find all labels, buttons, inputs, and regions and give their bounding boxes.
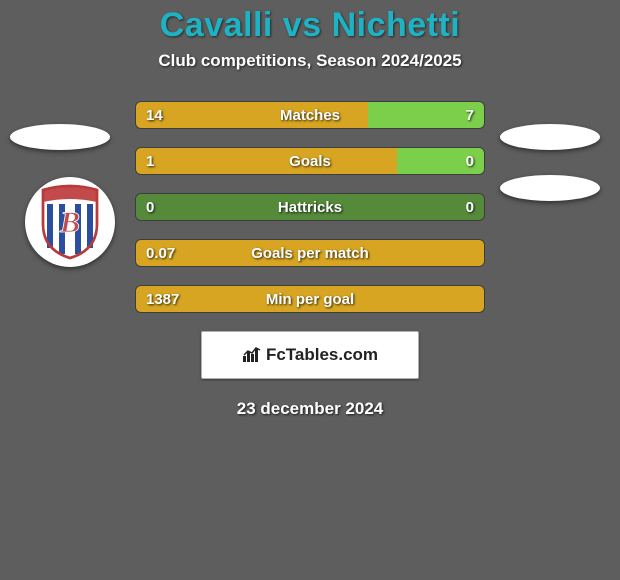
stat-label: Goals per match xyxy=(136,240,484,267)
stat-row: 147Matches xyxy=(135,101,485,129)
generation-date: 23 december 2024 xyxy=(0,399,620,419)
source-badge-text: FcTables.com xyxy=(266,345,378,365)
avatar-placeholder xyxy=(500,124,600,150)
stat-row: 1387Min per goal xyxy=(135,285,485,313)
club-crest: B xyxy=(25,177,115,267)
stat-label: Goals xyxy=(136,148,484,175)
stat-label: Matches xyxy=(136,102,484,129)
stats-table: 147Matches 10Goals 00Hattricks 0.07Goals pe… xyxy=(135,101,485,313)
stat-row: 00Hattricks xyxy=(135,193,485,221)
source-badge[interactable]: FcTables.com xyxy=(201,331,419,379)
subtitle: Club competitions, Season 2024/2025 xyxy=(0,51,620,71)
avatar-placeholder xyxy=(500,175,600,201)
stat-label: Hattricks xyxy=(136,194,484,221)
avatar-placeholder xyxy=(10,124,110,150)
stat-label: Min per goal xyxy=(136,286,484,313)
svg-text:B: B xyxy=(59,206,80,239)
page-title: Cavalli vs Nichetti xyxy=(0,6,620,45)
stat-row: 0.07Goals per match xyxy=(135,239,485,267)
stat-row: 10Goals xyxy=(135,147,485,175)
chart-icon xyxy=(242,346,262,364)
